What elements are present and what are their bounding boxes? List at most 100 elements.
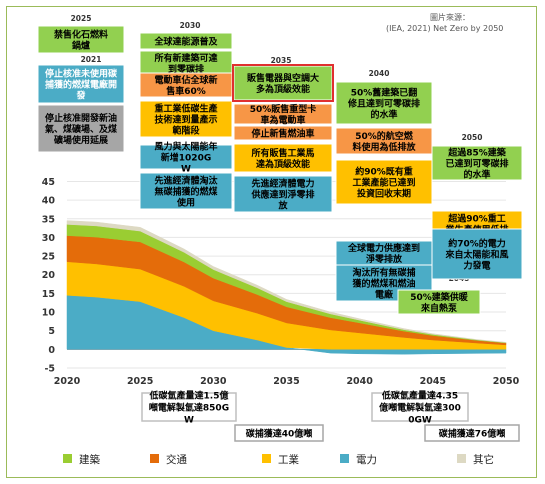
y-tick-label: 30 xyxy=(42,233,56,244)
milestone-bg xyxy=(335,127,433,155)
milestone-bg xyxy=(139,100,233,138)
x-tick-label: 2050 xyxy=(493,376,520,387)
milestone-bg xyxy=(397,289,481,315)
milestone-box: 50%的航空燃料使用為低排放 xyxy=(335,127,433,155)
milestone-bg xyxy=(431,145,523,181)
milestone-text: 全球電力供應達到淨零排放 xyxy=(347,242,420,265)
legend-item: 建築 xyxy=(63,453,100,466)
milestone-text: 50%舊建築已翻修且達到可零碳排的水準 xyxy=(347,87,420,121)
milestone-text: 超過85%建築已達到可零碳排的水準 xyxy=(445,147,508,181)
milestone-text: 風力與太陽能年新增1020G W xyxy=(154,141,217,175)
legend-item: 電力 xyxy=(340,453,377,466)
milestone-bg xyxy=(139,50,233,76)
milestone-box: 50%販售重型卡車為電動車 xyxy=(233,103,333,126)
bottom-note-bg xyxy=(424,424,520,442)
milestone-box: 淘汰所有無碳捕獲的燃煤和燃油電廠 xyxy=(335,264,433,302)
x-tick-label: 2020 xyxy=(54,376,81,387)
milestone-bg xyxy=(37,25,125,54)
milestone-bg xyxy=(139,172,233,210)
milestone-bg xyxy=(431,228,523,280)
x-tick-label: 2045 xyxy=(420,376,446,387)
y-tick-label: -5 xyxy=(44,364,55,375)
milestone-box: 全球電力供應達到淨零排放 xyxy=(335,240,433,266)
milestone-box: 全球達能源普及 xyxy=(139,32,233,50)
milestone-box: 50%舊建築已翻修且達到可零碳排的水準 xyxy=(335,81,433,125)
milestone-text: 約90%既有重工業產能已達到投資回收末期 xyxy=(352,166,415,200)
year-title: 2021 xyxy=(81,55,102,64)
year-title: 2040 xyxy=(369,69,390,78)
bottom-note: 低碳氫產量達4.35 億噸電解製氫達300 0GW xyxy=(371,390,469,426)
milestone-text: 販售電器與空調大多為頂級效能 xyxy=(247,72,319,95)
milestone-bg xyxy=(335,264,433,302)
milestone-text: 50%建築供暖來自熱泵 xyxy=(410,291,469,314)
legend-swatch xyxy=(457,454,466,463)
milestone-bg xyxy=(139,144,233,170)
milestone-box: 停止新售燃油車 xyxy=(233,125,333,141)
milestone-box: 50%建築供暖來自熱泵 xyxy=(397,289,481,315)
milestone-text: 淘汰所有無碳捕獲的燃煤和燃油電廠 xyxy=(352,267,415,301)
bottom-note-text: 碳捕獲達40億噸 xyxy=(246,428,313,440)
y-tick-label: 15 xyxy=(42,289,55,300)
milestone-text: 重工業低碳生產技術達到量產示範階段 xyxy=(154,103,217,137)
bottom-note: 低碳氫產量達1.5億噸電解製氫達850G W xyxy=(141,390,237,426)
legend-swatch xyxy=(262,454,271,463)
y-tick-label: 0 xyxy=(48,345,55,356)
legend-label: 交通 xyxy=(166,453,187,466)
bottom-note-text: 低碳氫產量達4.35 億噸電解製氫達300 0GW xyxy=(379,390,461,426)
milestone-text: 停止核准開發新油氣、煤礦場、及煤礦場使用延展 xyxy=(45,112,117,146)
milestone-box: 禁售化石燃料鍋爐 xyxy=(37,25,125,54)
x-tick-label: 2030 xyxy=(200,376,227,387)
legend-item: 工業 xyxy=(262,453,299,466)
year-title: 2035 xyxy=(271,56,292,65)
y-tick-label: 20 xyxy=(42,270,56,281)
milestone-bg xyxy=(233,143,333,173)
y-tick-label: 10 xyxy=(42,308,56,319)
milestone-text: 所有新建築可達到零碳排 xyxy=(154,52,217,75)
legend-label: 建築 xyxy=(79,453,100,466)
milestone-box: 停止核准開發新油氣、煤礦場、及煤礦場使用延展 xyxy=(37,104,125,153)
bottom-note: 碳捕獲達76億噸 xyxy=(424,424,520,442)
legend-item: 其它 xyxy=(457,453,494,466)
milestone-bg xyxy=(335,81,433,125)
milestone-box: 電動車佔全球新售車60% xyxy=(139,72,233,98)
milestone-text: 電動車佔全球新售車60% xyxy=(154,74,217,97)
legend-label: 工業 xyxy=(278,453,299,466)
legend-swatch xyxy=(340,454,349,463)
source-label: 圖片來源： xyxy=(430,12,470,22)
milestone-text: 先進經濟體電力供應達到淨零排放 xyxy=(250,178,314,212)
legend-item: 交通 xyxy=(150,453,187,466)
milestone-box: 約90%既有重工業產能已達到投資回收末期 xyxy=(335,159,433,205)
bottom-note-text: 低碳氫產量達1.5億噸電解製氫達850G W xyxy=(149,390,230,426)
area-其它 xyxy=(66,220,507,343)
bottom-note-bg xyxy=(371,392,469,422)
milestone-bg xyxy=(233,125,333,141)
y-tick-label: 25 xyxy=(42,252,55,263)
bottom-note-text: 碳捕獲達76億噸 xyxy=(439,428,506,440)
bottom-note: 碳捕獲達40億噸 xyxy=(234,424,324,442)
year-title: 2050 xyxy=(462,133,483,142)
legend-label: 電力 xyxy=(356,453,377,466)
milestone-bg xyxy=(233,103,333,125)
milestone-box: 超過85%建築已達到可零碳排的水準 xyxy=(431,145,523,181)
milestone-text: 全球達能源普及 xyxy=(153,36,218,48)
y-tick-label: 40 xyxy=(42,196,56,207)
milestone-text: 50%販售重型卡車為電動車 xyxy=(250,103,317,126)
milestone-box: 停止核准未使用碳捕獲的燃煤電廠開發 xyxy=(37,64,125,104)
milestone-box: 販售電器與空調大多為頂級效能 xyxy=(233,65,333,101)
milestone-box: 重工業低碳生產技術達到量產示範階段 xyxy=(139,100,233,138)
milestone-text: 停止新售燃油車 xyxy=(251,128,314,140)
bottom-note-bg xyxy=(234,424,324,442)
legend-swatch xyxy=(63,454,72,463)
milestone-bg xyxy=(139,32,233,50)
milestone-text: 先進經濟體淘汰無碳捕獲的燃煤使用 xyxy=(154,175,218,209)
milestone-bg xyxy=(233,65,333,101)
legend-swatch xyxy=(150,454,159,463)
bottom-note-bg xyxy=(141,392,237,422)
milestone-bg xyxy=(37,104,125,153)
milestone-text: 禁售化石燃料鍋爐 xyxy=(54,29,108,52)
milestone-box: 所有販售工業馬達為頂級效能 xyxy=(233,143,333,173)
year-title: 2025 xyxy=(71,14,92,23)
milestone-box: 所有新建築可達到零碳排 xyxy=(139,50,233,76)
legend-label: 其它 xyxy=(473,453,494,466)
